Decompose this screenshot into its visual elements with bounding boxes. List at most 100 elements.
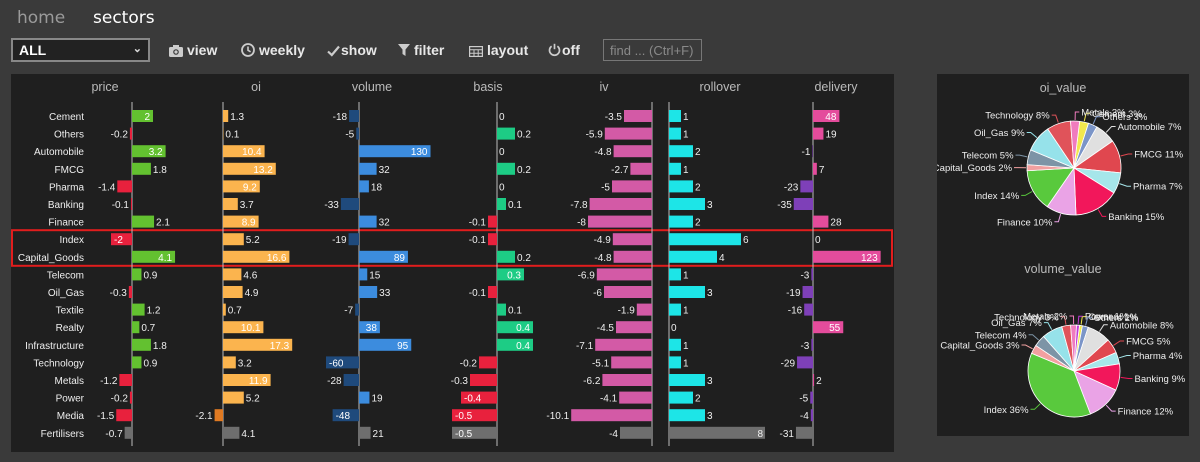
bar-price[interactable] [132,250,176,263]
nav-sectors-link[interactable]: sectors [93,8,155,28]
bar-rollover[interactable] [669,180,693,193]
bar-rollover[interactable] [669,198,705,210]
bar-oi[interactable] [223,426,240,439]
column-header-basis[interactable]: basis [473,80,502,94]
bar-delivery[interactable] [811,268,813,281]
bar-delivery[interactable] [813,110,840,122]
column-header-rollover[interactable]: rollover [700,80,741,94]
bar-rollover[interactable] [669,215,693,228]
bar-iv[interactable] [602,374,652,386]
bar-price[interactable] [132,110,153,122]
bar-basis[interactable] [497,303,506,316]
column-header-price[interactable]: price [91,80,118,94]
bar-oi[interactable] [223,180,260,193]
bar-oi[interactable] [214,409,223,422]
bar-volume[interactable] [332,409,359,422]
bar-rollover[interactable] [669,391,693,404]
search-input[interactable] [603,39,702,61]
bar-iv[interactable] [604,286,652,298]
bar-basis[interactable] [488,215,497,228]
bar-delivery[interactable] [811,338,813,351]
bar-volume[interactable] [359,286,378,298]
bar-basis[interactable] [497,268,524,281]
bar-iv[interactable] [604,127,652,140]
bar-delivery[interactable] [813,162,817,175]
bar-rollover[interactable] [669,268,681,281]
bar-volume[interactable] [359,145,431,158]
bar-delivery[interactable] [813,374,815,386]
bar-price[interactable] [124,426,132,439]
bar-delivery[interactable] [813,215,829,228]
bar-volume[interactable] [359,426,371,439]
bar-delivery[interactable] [797,356,813,369]
bar-price[interactable] [129,127,132,140]
bar-delivery[interactable] [813,321,844,334]
bar-basis[interactable] [497,162,515,175]
bar-volume[interactable] [359,321,380,334]
bar-volume[interactable] [359,391,370,404]
weekly-button[interactable]: weekly [241,42,305,58]
segment-select[interactable]: ALL ⌄ [11,38,150,62]
bar-iv[interactable] [571,409,652,422]
bar-price[interactable] [132,356,142,369]
bar-volume[interactable] [359,215,377,228]
bar-iv[interactable] [596,268,652,281]
bar-delivery[interactable] [813,127,824,140]
bar-volume[interactable] [326,356,359,369]
bar-iv[interactable] [613,250,652,263]
bar-delivery[interactable] [812,145,813,158]
bar-basis[interactable] [452,426,497,439]
bar-rollover[interactable] [669,426,765,439]
bar-iv[interactable] [611,356,652,369]
bar-rollover[interactable] [669,374,705,386]
bar-iv[interactable] [589,198,652,210]
bar-volume[interactable] [359,338,412,351]
bar-iv[interactable] [613,145,652,158]
bar-delivery[interactable] [800,180,813,193]
bar-iv[interactable] [595,338,652,351]
bar-basis[interactable] [452,409,497,422]
bar-oi[interactable] [223,268,242,281]
bar-rollover[interactable] [669,338,681,351]
bar-oi[interactable] [223,233,244,246]
bar-oi[interactable] [223,215,259,228]
bar-iv[interactable] [620,426,652,439]
off-button[interactable]: off [548,42,580,58]
bar-volume[interactable] [349,110,359,122]
bar-rollover[interactable] [669,409,705,422]
bar-rollover[interactable] [669,110,681,122]
bar-volume[interactable] [359,250,408,263]
bar-volume[interactable] [348,233,359,246]
bar-oi[interactable] [223,250,290,263]
bar-volume[interactable] [343,374,359,386]
bar-basis[interactable] [497,321,533,334]
bar-rollover[interactable] [669,303,681,316]
bar-basis[interactable] [497,338,533,351]
bar-volume[interactable] [359,162,377,175]
bar-delivery[interactable] [810,409,813,422]
bar-iv[interactable] [616,321,652,334]
bar-price[interactable] [129,391,132,404]
bar-price[interactable] [119,374,132,386]
bar-oi[interactable] [223,338,293,351]
bar-price[interactable] [132,145,166,158]
bar-basis[interactable] [479,356,497,369]
bar-basis[interactable] [497,250,515,263]
bar-oi[interactable] [223,198,238,210]
bar-delivery[interactable] [804,303,813,316]
bar-volume[interactable] [340,198,359,210]
bar-basis[interactable] [497,198,506,210]
bar-rollover[interactable] [669,127,681,140]
bar-price[interactable] [116,409,132,422]
bar-oi[interactable] [223,303,226,316]
pie-slice[interactable] [1070,120,1081,169]
bar-volume[interactable] [359,180,369,193]
bar-delivery[interactable] [795,426,813,439]
bar-rollover[interactable] [669,286,705,298]
bar-rollover[interactable] [669,145,693,158]
bar-iv[interactable] [619,391,652,404]
bar-oi[interactable] [223,286,243,298]
bar-basis[interactable] [497,127,515,140]
column-header-oi[interactable]: oi [251,80,261,94]
bar-iv[interactable] [612,233,652,246]
